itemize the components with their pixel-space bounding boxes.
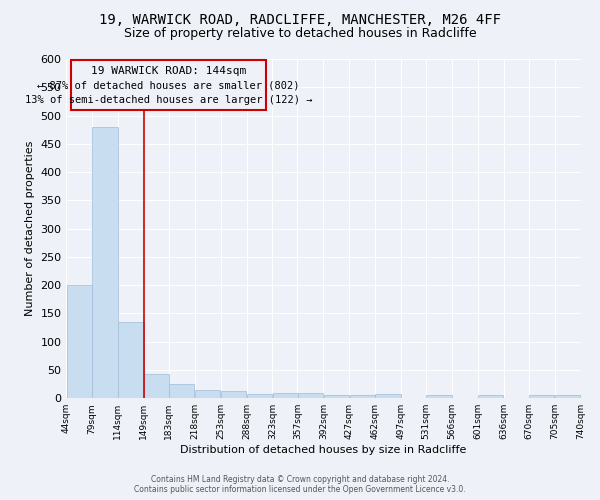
FancyBboxPatch shape [71, 60, 266, 110]
Text: Size of property relative to detached houses in Radcliffe: Size of property relative to detached ho… [124, 28, 476, 40]
Bar [67, 284, 92, 398]
X-axis label: Distribution of detached houses by size in Radcliffe: Distribution of detached houses by size … [180, 445, 467, 455]
Bar [298, 392, 323, 398]
Text: Contains HM Land Registry data © Crown copyright and database right 2024.
Contai: Contains HM Land Registry data © Crown c… [134, 474, 466, 494]
Bar [221, 391, 246, 398]
Y-axis label: Number of detached properties: Number of detached properties [25, 141, 35, 316]
Bar [427, 396, 452, 398]
Bar [195, 390, 220, 398]
Text: 13% of semi-detached houses are larger (122) →: 13% of semi-detached houses are larger (… [25, 95, 313, 105]
Text: ← 87% of detached houses are smaller (802): ← 87% of detached houses are smaller (80… [37, 80, 300, 90]
Bar [118, 322, 143, 398]
Bar [92, 127, 118, 398]
Text: 19, WARWICK ROAD, RADCLIFFE, MANCHESTER, M26 4FF: 19, WARWICK ROAD, RADCLIFFE, MANCHESTER,… [99, 12, 501, 26]
Bar [529, 396, 554, 398]
Bar [247, 394, 272, 398]
Bar [350, 396, 375, 398]
Bar [555, 396, 580, 398]
Bar [169, 384, 194, 398]
Bar [323, 395, 349, 398]
Bar [272, 392, 298, 398]
Text: 19 WARWICK ROAD: 144sqm: 19 WARWICK ROAD: 144sqm [91, 66, 246, 76]
Bar [376, 394, 401, 398]
Bar [144, 374, 169, 398]
Bar [478, 395, 503, 398]
